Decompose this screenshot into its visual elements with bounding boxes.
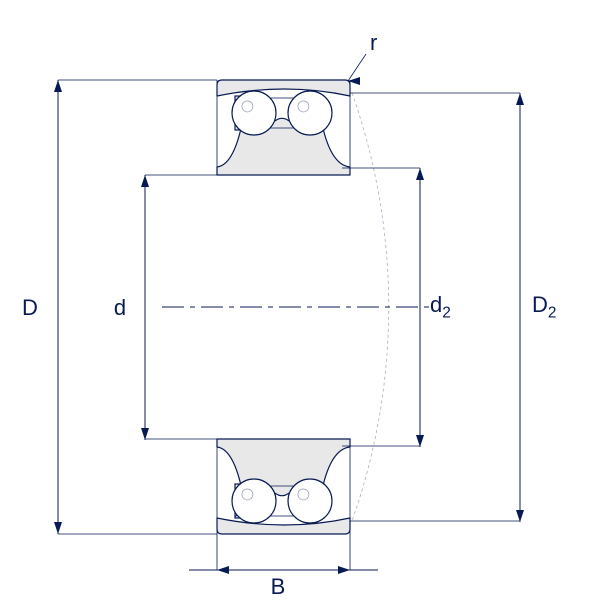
svg-text:r: r [370, 30, 377, 55]
svg-text:d: d [114, 295, 126, 320]
svg-text:D: D [22, 295, 38, 320]
svg-text:D2: D2 [532, 292, 556, 322]
bearing-cross-section-diagram: Dd d2 D2 Br [0, 0, 600, 600]
svg-text:B: B [271, 574, 286, 599]
svg-text:d2: d2 [430, 292, 451, 322]
